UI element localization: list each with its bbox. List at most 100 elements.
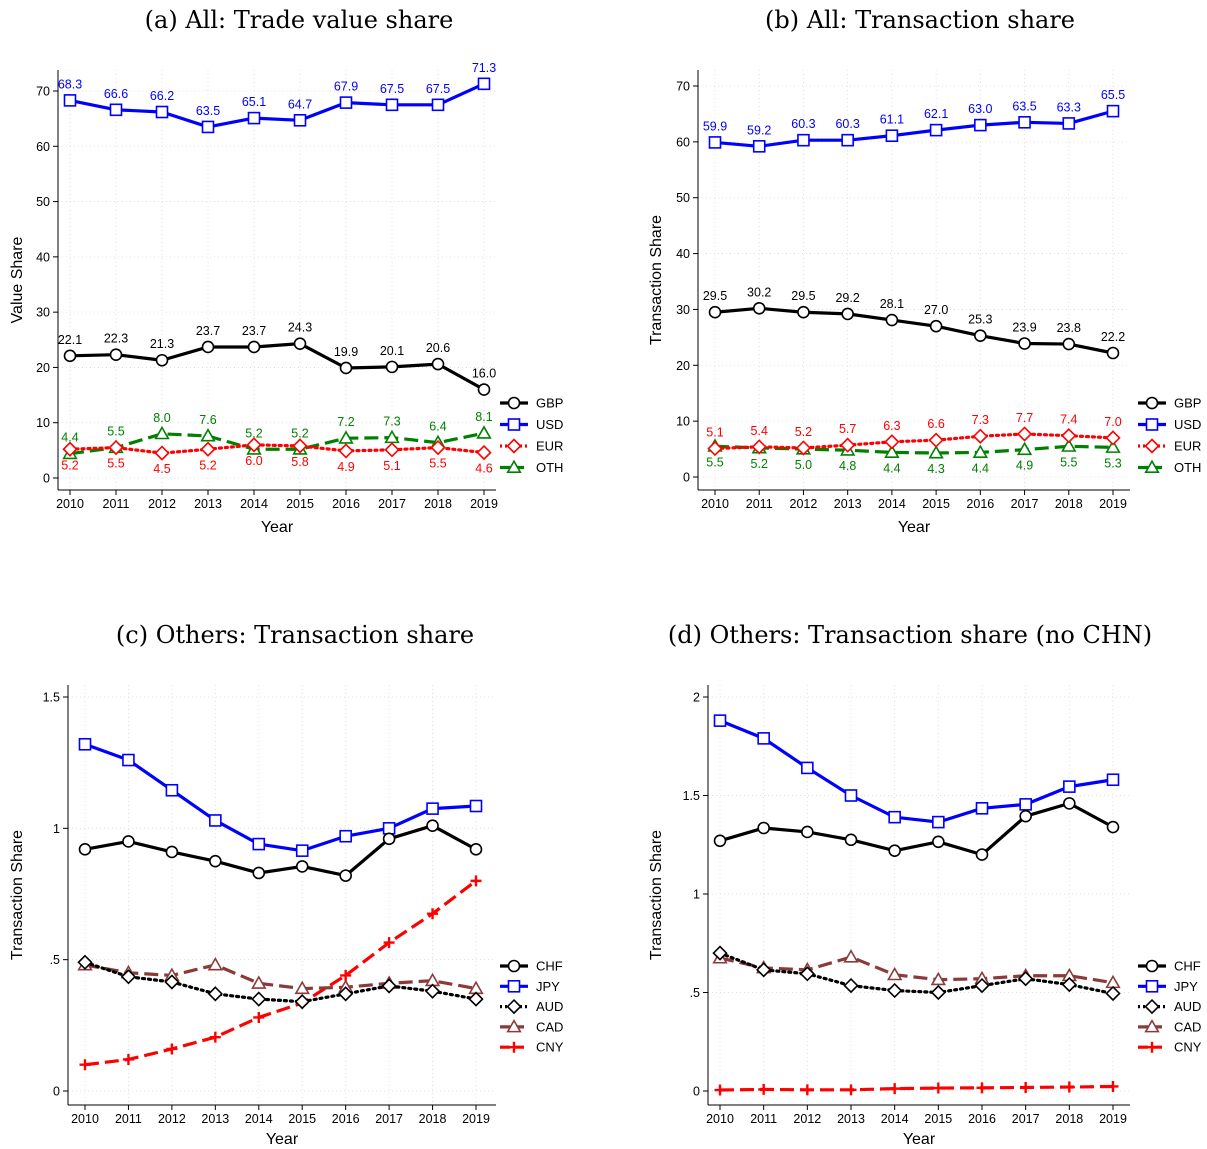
- x-tick-label: 2011: [746, 497, 773, 511]
- data-point-cad: [843, 949, 859, 963]
- legend: CHF JPY AUD CAD CNY: [500, 959, 564, 1055]
- data-point-eur: [707, 440, 723, 457]
- data-label-eur: 5.7: [839, 422, 856, 436]
- data-point-aud: [1018, 971, 1034, 987]
- data-point-gbp: [1062, 337, 1076, 351]
- y-tick-label: .5: [50, 953, 60, 967]
- data-point-usd: [841, 133, 854, 147]
- series-gbp: 29.5 30.2 29.5 29.2 28.1 27.0 25.3 23.9 23.8 22.2: [703, 285, 1125, 360]
- series-line-gbp: [69, 342, 485, 391]
- x-tick-label: 2015: [922, 497, 950, 511]
- data-point-gbp: [247, 340, 261, 354]
- series-line-eur: [713, 432, 1115, 451]
- legend-marker-eur: [506, 438, 522, 454]
- series-eur: 5.2 5.5 4.5 5.2 6.0 5.8 4.9 5.1 5.5 4.6: [61, 437, 493, 476]
- data-point-cad: [930, 971, 947, 986]
- data-point-aud: [974, 977, 990, 994]
- data-point-chf: [209, 854, 222, 868]
- gridlines: [68, 685, 496, 1105]
- data-point-oth: [200, 428, 216, 442]
- series-chf: [713, 797, 1120, 861]
- y-tick-label: 0: [693, 1085, 700, 1099]
- data-label-usd: 67.5: [426, 82, 450, 96]
- data-label-oth: 5.5: [1060, 455, 1077, 469]
- data-label-oth: 6.4: [429, 420, 446, 434]
- data-label-eur: 5.4: [751, 424, 768, 438]
- series-chf: [78, 819, 483, 882]
- x-tick-label: 2010: [71, 1112, 99, 1126]
- data-label-oth: 4.4: [61, 431, 78, 445]
- legend-marker-aud: [1144, 998, 1160, 1015]
- series-line-gbp: [714, 306, 1114, 355]
- data-label-usd: 71.3: [472, 61, 496, 75]
- legend-label-jpy: JPY: [536, 979, 560, 994]
- data-point-gbp: [477, 383, 491, 396]
- series-line-eur: [68, 443, 486, 455]
- x-axis-label: Year: [903, 1131, 936, 1148]
- x-tick-label: 2016: [332, 1112, 360, 1126]
- y-tick-label: 70: [36, 85, 50, 99]
- data-point-usd: [1018, 116, 1031, 129]
- data-point-jpy: [844, 789, 858, 802]
- series-cny: [714, 1080, 1119, 1096]
- legend-marker-oth: [1144, 459, 1160, 474]
- data-point-eur: [972, 428, 988, 444]
- chart-title: (c) Others: Transaction share: [116, 621, 474, 649]
- x-tick-label: 2014: [240, 497, 268, 511]
- chart-title: (b) All: Transaction share: [765, 6, 1075, 34]
- x-tick-label: 2011: [103, 497, 130, 511]
- series-eur: 5.1 5.4 5.2 5.7 6.3 6.6 7.3 7.7 7.4 7.0: [706, 411, 1122, 457]
- data-point-aud: [799, 966, 815, 982]
- data-point-gbp: [1106, 346, 1120, 360]
- data-point-chf: [801, 825, 814, 839]
- data-point-gbp: [339, 361, 353, 375]
- x-tick-label: 2010: [701, 497, 729, 511]
- data-point-aud: [77, 954, 93, 970]
- y-tick-label: 2: [693, 691, 700, 705]
- x-tick-label: 2011: [750, 1112, 777, 1126]
- data-label-eur: 5.2: [795, 425, 812, 439]
- x-tick-label: 2014: [878, 497, 906, 511]
- legend-label-cny: CNY: [536, 1040, 564, 1055]
- legend-label-oth: OTH: [536, 460, 563, 475]
- data-point-cny: [1063, 1081, 1075, 1093]
- data-point-cny: [801, 1084, 813, 1096]
- series-line-chf: [719, 801, 1114, 857]
- series-cny: [79, 875, 482, 1071]
- x-tick-label: 2010: [56, 497, 84, 511]
- data-point-oth: [1105, 439, 1121, 453]
- gridlines: [698, 70, 1130, 490]
- data-label-eur: 5.5: [107, 457, 124, 471]
- data-label-gbp: 24.3: [288, 321, 312, 335]
- data-label-gbp: 21.3: [150, 337, 174, 351]
- data-label-usd: 59.2: [747, 123, 771, 137]
- data-point-gbp: [63, 349, 77, 363]
- data-point-jpy: [78, 737, 92, 751]
- data-label-eur: 5.2: [199, 458, 216, 472]
- legend-label-gbp: GBP: [1174, 396, 1201, 411]
- data-label-usd: 63.5: [1012, 99, 1036, 113]
- data-point-jpy: [757, 732, 770, 745]
- data-label-oth: 5.2: [291, 426, 308, 440]
- data-label-oth: 5.2: [245, 426, 262, 440]
- data-point-cny: [758, 1083, 770, 1095]
- data-label-oth: 4.9: [1016, 459, 1033, 473]
- legend-marker-chf: [1145, 959, 1159, 973]
- series-line-cny: [84, 879, 477, 1067]
- data-point-gbp: [385, 360, 399, 374]
- data-label-oth: 5.3: [1104, 456, 1121, 470]
- data-label-eur: 5.8: [291, 455, 308, 469]
- legend-label-aud: AUD: [1174, 999, 1201, 1014]
- y-tick-label: 50: [676, 191, 690, 205]
- data-label-eur: 6.3: [883, 419, 900, 433]
- x-tick-label: 2016: [332, 497, 360, 511]
- series-line-cad: [719, 955, 1114, 985]
- data-label-oth: 8.0: [153, 411, 170, 425]
- data-point-usd: [752, 140, 766, 153]
- series-jpy: [78, 737, 483, 857]
- series-jpy: [713, 714, 1120, 829]
- x-tick-label: 2014: [245, 1112, 273, 1126]
- x-tick-label: 2018: [424, 497, 452, 511]
- data-point-cad: [207, 957, 224, 971]
